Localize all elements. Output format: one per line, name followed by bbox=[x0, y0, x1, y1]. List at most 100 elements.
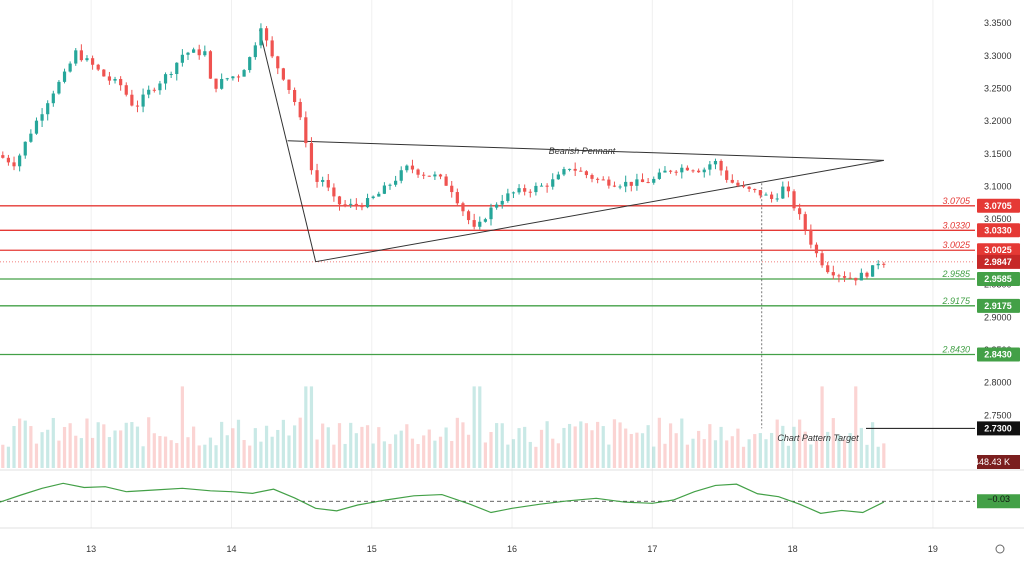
candle-body bbox=[534, 185, 538, 193]
candle-body bbox=[854, 277, 858, 281]
candle-body bbox=[523, 188, 527, 192]
volume-bar bbox=[495, 423, 499, 468]
volume-bar bbox=[40, 432, 44, 468]
candle-body bbox=[837, 275, 841, 277]
volume-bar bbox=[23, 420, 27, 468]
volume-bar bbox=[337, 423, 342, 468]
oscillator-panel bbox=[0, 482, 975, 514]
candle-body bbox=[635, 179, 639, 186]
candle-body bbox=[276, 56, 280, 69]
candle-body bbox=[102, 69, 106, 77]
volume-bar bbox=[483, 442, 487, 468]
candle-body bbox=[708, 164, 712, 170]
candle-body bbox=[394, 180, 398, 185]
volume-bar bbox=[119, 430, 123, 468]
candle-body bbox=[668, 170, 673, 172]
volume-bar bbox=[309, 386, 314, 468]
volume-bar bbox=[697, 430, 701, 468]
volume-bar bbox=[882, 443, 886, 468]
candle-body bbox=[90, 58, 95, 65]
candle-body bbox=[6, 157, 11, 163]
candle-body bbox=[416, 169, 420, 175]
time-tick-label: 14 bbox=[226, 544, 236, 554]
volume-bar bbox=[85, 418, 89, 468]
volume-bar bbox=[657, 417, 661, 468]
candle-body bbox=[147, 89, 151, 95]
volume-bar bbox=[539, 429, 544, 468]
volume-bar bbox=[79, 438, 83, 468]
candle-body bbox=[551, 179, 555, 187]
oscillator-badge bbox=[977, 494, 1020, 509]
volume-bar bbox=[814, 440, 819, 468]
candle-body bbox=[422, 174, 426, 176]
volume-bar bbox=[242, 440, 246, 468]
volume-bar bbox=[62, 426, 67, 468]
candle-body bbox=[831, 272, 835, 276]
current-price-badge bbox=[977, 254, 1020, 269]
volume-bar bbox=[315, 439, 319, 468]
volume-bar bbox=[803, 431, 807, 468]
volume-bar bbox=[293, 425, 297, 468]
price-tick-label: 3.3500 bbox=[984, 18, 1012, 28]
candlesticks bbox=[1, 23, 886, 286]
candle-body bbox=[680, 167, 684, 173]
volume-bar bbox=[528, 441, 532, 468]
settings-gear-icon[interactable] bbox=[995, 544, 1005, 554]
time-tick-label: 16 bbox=[507, 544, 517, 554]
volume-bar bbox=[545, 421, 549, 468]
candle-body bbox=[489, 207, 493, 220]
candle-body bbox=[478, 221, 482, 227]
volume-bar bbox=[478, 386, 482, 468]
time-tick-label: 18 bbox=[788, 544, 798, 554]
horizontal-levels: 3.0705 3.0330 3.0025 2.9585 2.9175 2.8430 bbox=[0, 196, 975, 356]
volume-bar bbox=[175, 443, 179, 468]
candle-body bbox=[736, 182, 740, 186]
candle-body bbox=[562, 169, 566, 175]
candle-body bbox=[158, 83, 162, 91]
price-tick-label: 2.8000 bbox=[984, 378, 1012, 388]
candle-body bbox=[264, 28, 269, 41]
volume-bar bbox=[298, 417, 302, 468]
candle-body bbox=[124, 85, 128, 95]
volume-bar bbox=[607, 444, 611, 468]
volume-bar bbox=[163, 436, 168, 468]
time-axis: 13 14 15 16 17 18 19 bbox=[86, 544, 938, 554]
volume-bar bbox=[365, 425, 370, 468]
candle-body bbox=[12, 162, 16, 167]
volume-bar bbox=[466, 434, 471, 468]
price-tick-label: 3.1500 bbox=[984, 149, 1012, 159]
volume-bar bbox=[567, 423, 572, 468]
level-badge-text: 2.9585 bbox=[984, 274, 1012, 284]
candle-body bbox=[596, 178, 600, 180]
volume-bar bbox=[186, 437, 190, 468]
volume-bar bbox=[57, 440, 61, 468]
volume-bar bbox=[264, 425, 269, 468]
level-label: 2.9175 bbox=[941, 296, 971, 306]
candle-body bbox=[163, 74, 168, 84]
volume-bar bbox=[596, 421, 600, 468]
volume-bar bbox=[197, 445, 201, 468]
volume-bar bbox=[506, 444, 510, 468]
candle-body bbox=[612, 185, 617, 187]
candle-body bbox=[18, 155, 22, 167]
pennant-lower-line bbox=[315, 159, 884, 263]
volume-bar bbox=[685, 444, 690, 468]
volume-bar bbox=[612, 419, 617, 468]
current-price-text: 2.9847 bbox=[984, 257, 1012, 267]
level-label: 2.8430 bbox=[941, 345, 970, 355]
volume-bar bbox=[231, 428, 235, 468]
volume-bar bbox=[646, 425, 650, 468]
candle-body bbox=[725, 170, 729, 180]
price-badges: 3.0705 3.0330 3.0025 2.9585 2.9175 2.8430 2.98… bbox=[977, 198, 1020, 509]
candle-body bbox=[410, 165, 415, 170]
candle-body bbox=[293, 89, 297, 102]
volume-bars bbox=[1, 386, 886, 468]
volume-bar bbox=[354, 433, 358, 468]
oscillator-line bbox=[0, 482, 885, 514]
candle-body bbox=[702, 169, 706, 173]
volume-bar bbox=[388, 443, 392, 468]
candle-body bbox=[175, 62, 179, 75]
candle-body bbox=[769, 194, 774, 199]
volume-bar bbox=[764, 439, 768, 468]
volume-bar bbox=[618, 422, 622, 468]
